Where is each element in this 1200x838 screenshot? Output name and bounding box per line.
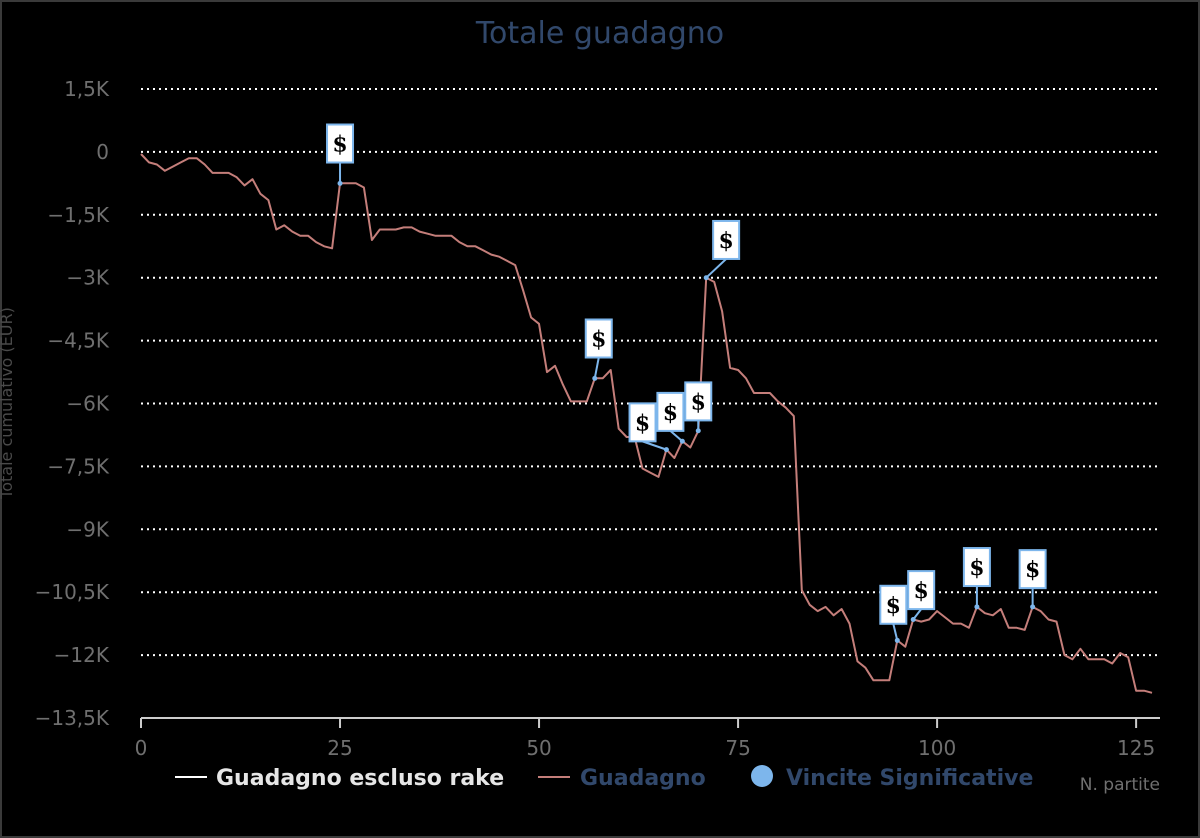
y-tick-label: 1,5K (64, 77, 110, 101)
x-axis: 0 25 50 75 100 125 (135, 717, 1160, 760)
vincita-point (894, 637, 900, 643)
x-tick-label: 125 (1117, 736, 1155, 760)
flag-box (628, 402, 657, 443)
series-layer (140, 153, 1153, 694)
chart-title: Totale guadagno (475, 16, 724, 51)
flag-label: $ (886, 593, 901, 619)
x-axis-title: N. partite (1080, 775, 1160, 795)
flag-vincita[interactable]: $ (703, 219, 741, 281)
flag-label: $ (914, 578, 929, 604)
legend-label-escluso-rake: Guadagno escluso rake (216, 766, 504, 791)
flag-vincita[interactable]: $ (907, 570, 936, 622)
flag-vincita[interactable]: $ (879, 584, 908, 643)
flag-label: $ (635, 410, 650, 436)
flag-box (326, 123, 355, 164)
vincita-point (592, 375, 598, 381)
flag-box (907, 570, 936, 611)
flag-vincita[interactable]: $ (326, 123, 355, 186)
flag-box (584, 318, 613, 359)
flag-connector (705, 258, 727, 279)
x-tick-label: 50 (526, 736, 551, 760)
flag-connector (642, 440, 667, 451)
flag-layer: $ $ $ $ $ $ $ $ $ $ (326, 123, 1047, 643)
x-tick-label: 100 (918, 736, 956, 760)
vincita-point (703, 275, 709, 281)
y-tick-label: −10,5K (35, 580, 110, 604)
legend-item-guadagno-escluso-rake[interactable]: Guadagno escluso rake (175, 766, 504, 791)
flag-vincita[interactable]: $ (684, 381, 713, 434)
vincita-point (695, 428, 701, 434)
y-tick-label: −7,5K (47, 454, 110, 478)
legend: Guadagno escluso rake Guadagno Vincite S… (175, 765, 1033, 791)
vincita-point (337, 180, 343, 186)
x-tick-label: 0 (135, 736, 148, 760)
legend-item-vincite-significative[interactable]: Vincite Significative (751, 765, 1033, 791)
flag-box (1018, 549, 1047, 590)
legend-item-guadagno[interactable]: Guadagno (538, 766, 706, 791)
flag-box (962, 547, 991, 588)
y-tick-label: −3K (66, 266, 109, 290)
y-tick-label: −13,5K (35, 706, 110, 730)
flag-connector (593, 357, 600, 379)
flag-label: $ (591, 327, 606, 353)
legend-marker-vincite (751, 765, 773, 787)
flag-connector (669, 430, 683, 442)
x-tick-label: 75 (725, 736, 750, 760)
series-line-guadagno (140, 153, 1153, 694)
flag-box (879, 584, 908, 625)
flag-label: $ (332, 132, 347, 158)
y-tick-label: −9K (66, 517, 109, 541)
grid-layer (141, 88, 1160, 657)
vincita-point (1030, 604, 1036, 610)
legend-label-vincite: Vincite Significative (786, 766, 1033, 791)
y-tick-label: −6K (66, 392, 109, 416)
flag-label: $ (663, 400, 678, 426)
vincita-point (974, 604, 980, 610)
x-tick-label: 25 (327, 736, 352, 760)
vincita-point (679, 438, 685, 444)
y-tick-label: −1,5K (47, 203, 110, 227)
y-tick-label: −4,5K (47, 329, 110, 353)
flag-label: $ (691, 389, 706, 415)
y-tick-label: 0 (96, 140, 109, 164)
flag-connector (892, 623, 899, 641)
flag-label: $ (1025, 557, 1040, 583)
vincita-point (910, 616, 916, 622)
legend-label-guadagno: Guadagno (580, 766, 706, 791)
flag-vincita[interactable]: $ (628, 402, 669, 453)
flag-vincita[interactable]: $ (1018, 549, 1047, 610)
flag-label: $ (969, 555, 984, 581)
y-tick-labels: 1,5K 0 −1,5K −3K −4,5K −6K −7,5K −9K −10,5K −12K −… (35, 77, 110, 730)
flag-vincita[interactable]: $ (656, 391, 685, 444)
flag-vincita[interactable]: $ (584, 318, 613, 381)
flag-box (684, 381, 713, 422)
flag-box (712, 219, 741, 260)
vincita-point (663, 447, 669, 453)
y-tick-label: −12K (54, 643, 110, 667)
y-axis-title: Totale cumulativo (EUR) (0, 307, 16, 500)
flag-vincita[interactable]: $ (962, 547, 991, 610)
flag-label: $ (718, 228, 733, 254)
flag-box (656, 391, 685, 432)
